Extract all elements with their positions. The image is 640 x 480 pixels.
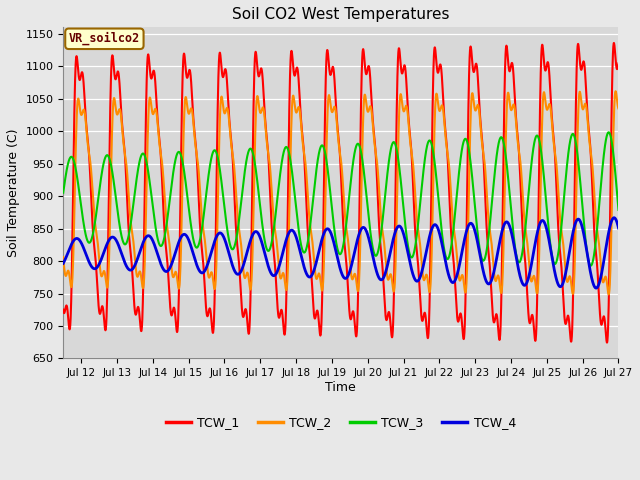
TCW_3 — [272, 207, 280, 213]
TCW_3 — [544, 216, 552, 222]
Line: TCW_1: TCW_1 — [63, 43, 618, 343]
TCW_1 — [60, 307, 67, 312]
TCW_3 — [604, 130, 612, 136]
TCW_1 — [296, 104, 304, 110]
TCW_4 — [604, 234, 612, 240]
TCW_4 — [123, 264, 131, 269]
TCW_2 — [614, 106, 622, 112]
Legend: TCW_1, TCW_2, TCW_3, TCW_4: TCW_1, TCW_2, TCW_3, TCW_4 — [161, 411, 521, 434]
TCW_1 — [604, 333, 612, 338]
X-axis label: Time: Time — [326, 381, 356, 394]
TCW_4 — [544, 231, 552, 237]
TCW_3 — [60, 190, 67, 196]
TCW_2 — [605, 291, 612, 297]
TCW_1 — [123, 184, 131, 190]
TCW_2 — [60, 254, 67, 260]
TCW_1 — [603, 340, 611, 346]
TCW_3 — [296, 238, 304, 243]
TCW_3 — [123, 240, 131, 246]
TCW_4 — [60, 261, 67, 266]
TCW_2 — [296, 111, 304, 117]
TCW_2 — [123, 163, 131, 169]
TCW_3 — [156, 242, 163, 248]
TCW_2 — [272, 235, 280, 241]
Line: TCW_4: TCW_4 — [63, 218, 618, 288]
TCW_2 — [544, 106, 552, 112]
Title: Soil CO2 West Temperatures: Soil CO2 West Temperatures — [232, 7, 450, 22]
Text: VR_soilco2: VR_soilco2 — [68, 32, 140, 46]
TCW_1 — [272, 281, 280, 287]
TCW_3 — [605, 130, 612, 135]
TCW_4 — [614, 225, 622, 231]
TCW_4 — [156, 257, 163, 263]
TCW_4 — [272, 271, 280, 276]
TCW_4 — [610, 215, 618, 221]
TCW_2 — [604, 286, 611, 291]
TCW_1 — [544, 59, 552, 65]
Line: TCW_2: TCW_2 — [63, 91, 618, 294]
TCW_2 — [612, 88, 620, 94]
TCW_4 — [592, 285, 600, 291]
TCW_3 — [614, 207, 622, 213]
Line: TCW_3: TCW_3 — [63, 132, 618, 265]
TCW_3 — [587, 263, 595, 268]
TCW_1 — [614, 60, 622, 66]
TCW_4 — [296, 249, 304, 255]
TCW_2 — [156, 142, 163, 147]
TCW_1 — [156, 137, 163, 143]
Y-axis label: Soil Temperature (C): Soil Temperature (C) — [7, 129, 20, 257]
TCW_1 — [610, 40, 618, 46]
